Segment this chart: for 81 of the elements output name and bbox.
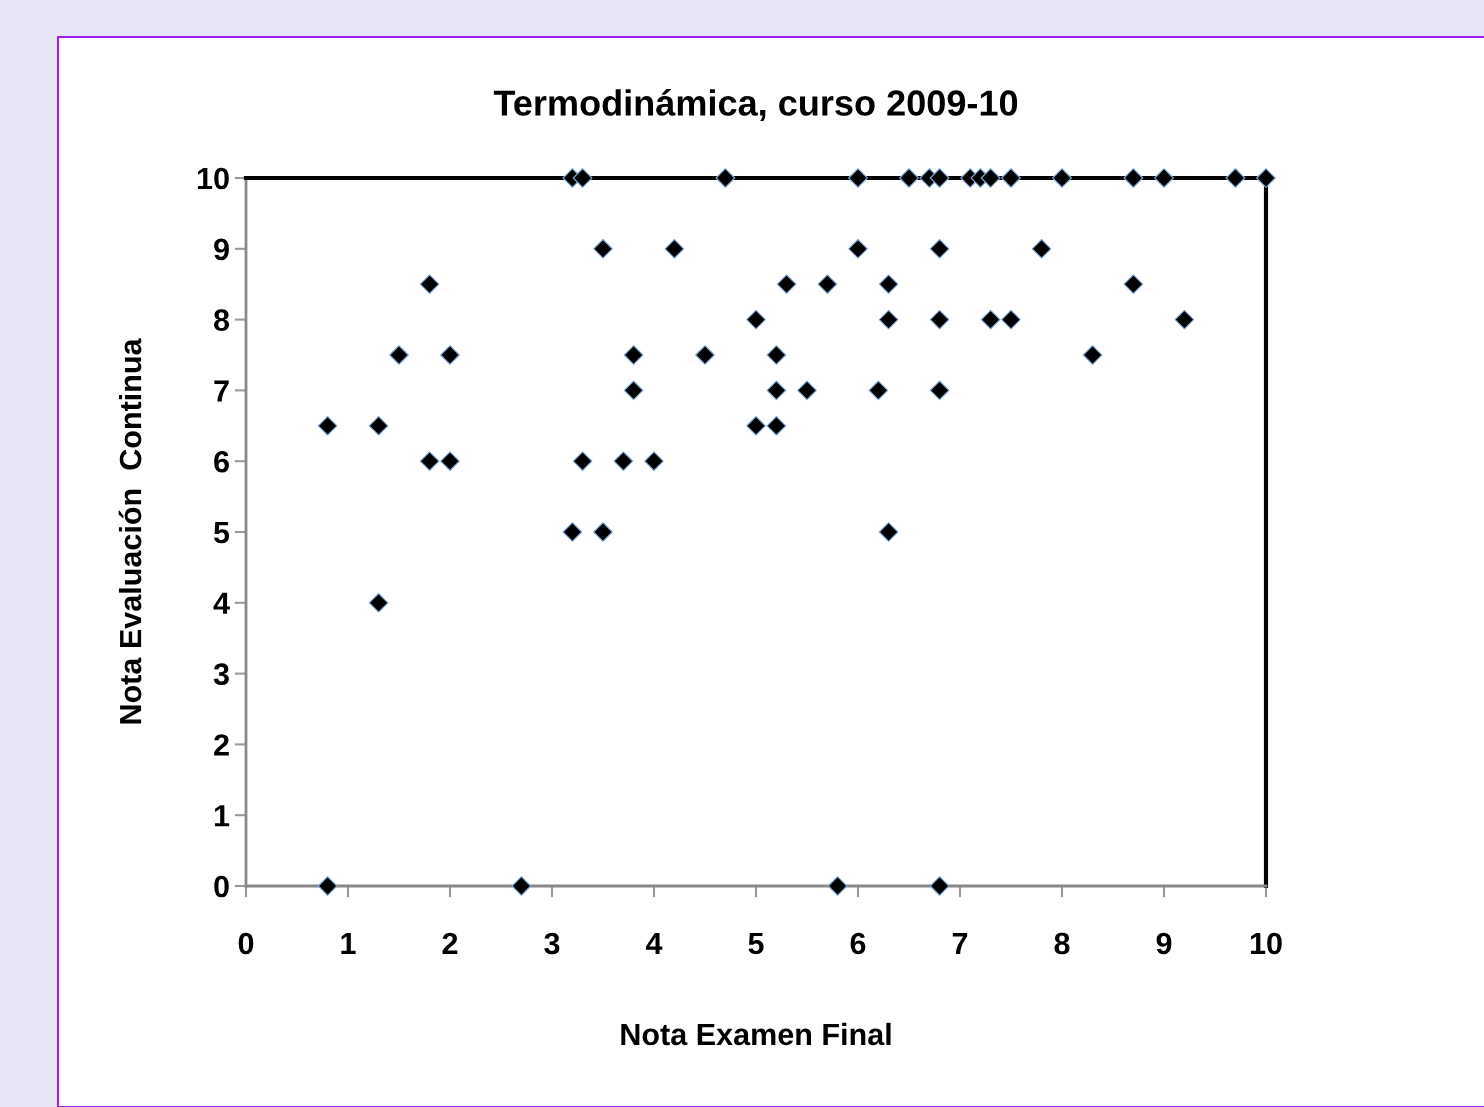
y-tick-label: 4 [213, 592, 230, 614]
point [1174, 309, 1195, 330]
x-tick-label: 8 [1054, 932, 1070, 955]
point [623, 380, 644, 401]
point [980, 309, 1001, 330]
point [1154, 168, 1174, 188]
point [593, 238, 613, 259]
point [1256, 168, 1276, 188]
point [623, 345, 644, 365]
point [878, 274, 899, 295]
x-tick-label: 5 [748, 932, 764, 955]
point [572, 168, 593, 188]
point [368, 415, 389, 436]
point [929, 238, 950, 259]
x-tick-label: 6 [850, 932, 866, 955]
point [593, 522, 613, 542]
point [572, 451, 593, 472]
y-tick-label: 1 [214, 805, 230, 827]
x-tick-label: 1 [341, 932, 356, 954]
point [1082, 345, 1103, 365]
point [511, 876, 532, 896]
x-axis-title: Nota Examen Final [621, 1022, 891, 1046]
point [1225, 168, 1246, 188]
point [1123, 274, 1144, 295]
point [1031, 238, 1052, 259]
point [664, 238, 685, 259]
point [562, 522, 583, 542]
chart-title: Termodinámica, curso 2009-10 [493, 89, 1018, 122]
y-tick-label: 0 [214, 875, 229, 898]
x-tick-label: 4 [645, 932, 663, 954]
y-tick-label: 7 [214, 380, 229, 402]
x-tick-label: 0 [238, 932, 254, 955]
point [1001, 309, 1021, 330]
point [695, 345, 715, 365]
point [817, 274, 838, 295]
point [1052, 168, 1072, 188]
point [644, 451, 664, 472]
y-tick-label: 8 [214, 309, 230, 331]
point [848, 238, 868, 259]
y-tick-label: 10 [197, 167, 229, 190]
point [929, 380, 950, 401]
point [440, 345, 460, 365]
x-tick-label: 3 [544, 932, 560, 955]
y-tick-label: 9 [214, 238, 229, 261]
x-tick-label: 7 [952, 932, 968, 954]
point [746, 415, 766, 436]
point [766, 380, 787, 401]
y-tick-label: 3 [213, 663, 229, 686]
point [317, 415, 338, 436]
x-tick-label: 10 [1250, 932, 1282, 955]
x-tick-label: 2 [442, 932, 458, 954]
y-tick-label: 2 [214, 734, 229, 756]
point [317, 876, 338, 896]
point [766, 415, 787, 436]
y-tick-label: 5 [213, 522, 230, 544]
point [440, 451, 460, 472]
point [766, 345, 787, 365]
point [980, 168, 1001, 188]
point [613, 451, 634, 472]
point [368, 592, 389, 613]
point [929, 876, 950, 896]
point [389, 345, 409, 365]
point [1001, 168, 1021, 188]
point [419, 451, 440, 472]
point [878, 522, 899, 542]
point [929, 309, 950, 330]
y-tick-label: 6 [214, 450, 229, 473]
point [797, 380, 817, 401]
point [878, 309, 899, 330]
point [848, 168, 868, 188]
point [868, 380, 889, 401]
point [746, 309, 766, 330]
point [827, 876, 848, 896]
point [899, 168, 919, 188]
point [715, 168, 736, 188]
point [776, 274, 797, 295]
point [929, 168, 950, 188]
x-tick-label: 9 [1156, 932, 1172, 955]
point [1123, 168, 1144, 188]
y-axis-title: Nota Evaluación Continua [118, 338, 142, 724]
point [419, 274, 440, 295]
